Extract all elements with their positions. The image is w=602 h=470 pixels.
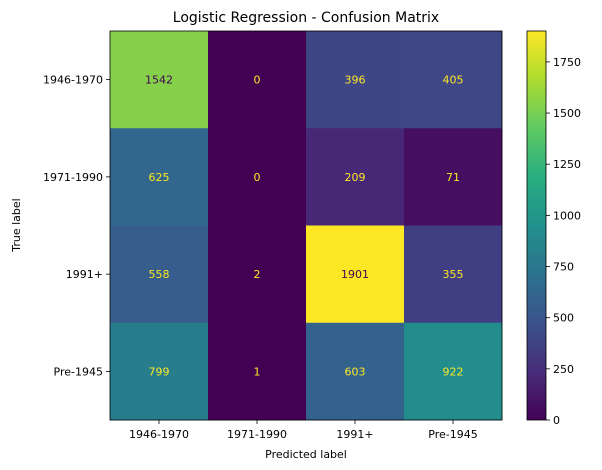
x-tick-label: 1991+ [336,428,373,441]
colorbar-tick-label: 250 [553,363,574,376]
cell-value: 0 [254,74,261,87]
cell-value: 2 [254,268,261,281]
y-tick-label: Pre-1945 [54,365,103,378]
y-axis-ticks: 1946-1970 1971-1990 1991+ Pre-1945 [43,74,110,378]
colorbar-tick-label: 1750 [553,56,581,69]
heatmap-cell [110,225,209,324]
cell-value: 1901 [341,268,369,281]
cell-value: 625 [149,171,170,184]
colorbar-tick-label: 750 [553,261,574,274]
heatmap-cell [306,128,405,226]
colorbar [526,30,547,421]
y-axis-label: True label [10,198,23,252]
cell-value: 209 [345,171,366,184]
cell-value: 405 [443,74,464,87]
cell-value: 1 [254,365,261,378]
y-tick-label: 1971-1990 [43,171,103,184]
heatmap-cell [110,31,209,129]
heatmap-cell [404,128,503,226]
cell-annotations: 1542 0 396 405 625 0 209 71 558 2 1901 355 799 1 603 92… [145,74,464,379]
colorbar-tick-label: 1500 [553,107,581,120]
cell-value: 558 [149,268,170,281]
heatmap-cell [208,225,307,324]
y-tick-label: 1946-1970 [43,74,103,87]
heatmap-cell [208,128,307,226]
heatmap-cell [404,225,503,324]
heatmap-cell [110,322,209,421]
heatmap-cell [306,31,405,129]
cell-value: 71 [446,171,460,184]
cell-value: 799 [149,365,170,378]
heatmap-cell [404,31,503,129]
x-tick-label: Pre-1945 [428,428,477,441]
x-tick-label: 1946-1970 [129,428,189,441]
colorbar-tick-label: 500 [553,312,574,325]
x-axis-ticks: 1946-1970 1971-1990 1991+ Pre-1945 [129,420,478,441]
colorbar-tick-label: 0 [553,414,560,427]
cell-value: 1542 [145,74,173,87]
x-tick-label: 1971-1990 [227,428,287,441]
heatmap-cells [110,31,503,421]
heatmap-frame [109,30,503,421]
heatmap-cell [404,322,503,421]
cell-value: 355 [443,268,464,281]
x-axis-label: Predicted label [265,448,347,461]
heatmap-cell [110,128,209,226]
cell-value: 0 [254,171,261,184]
colorbar-tick-label: 1250 [553,158,581,171]
colorbar-tick-label: 1000 [553,209,581,222]
y-tick-label: 1991+ [66,268,103,281]
cell-value: 603 [345,365,366,378]
heatmap-cell [306,322,405,421]
cell-value: 922 [443,365,464,378]
heatmap-cell [306,225,405,324]
cell-value: 396 [345,74,366,87]
colorbar-ticks: 0 250 500 750 1000 1250 1500 1750 [546,56,581,427]
heatmap-cell [208,31,307,129]
chart-title: Logistic Regression - Confusion Matrix [173,10,439,26]
heatmap-cell [208,322,307,421]
